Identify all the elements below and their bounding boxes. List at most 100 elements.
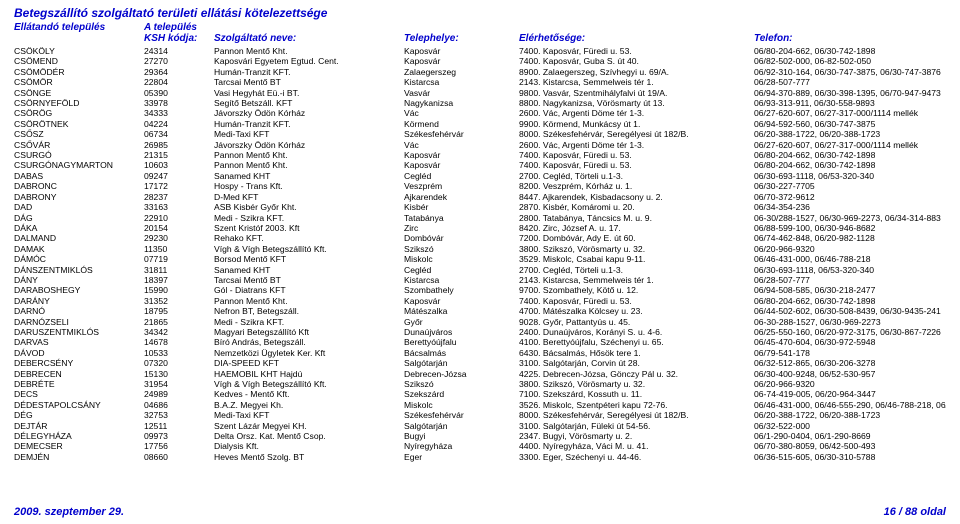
cell-ksh: 07320 [144,358,214,368]
cell-telepules: DABRONY [14,192,144,202]
cell-elerhetoseg: 2600. Vác, Argenti Döme tér 1-3. [519,108,754,118]
cell-telefon: 06/74-462-848, 06/20-982-1128 [754,233,946,243]
cell-elerhetoseg: 3800. Szikszó, Vörösmarty u. 32. [519,379,754,389]
cell-elerhetoseg: 2143. Kistarcsa, Semmelweis tér 1. [519,275,754,285]
cell-telephely: Ajkarendek [404,192,519,202]
cell-telefon: 06/1-290-0404, 06/1-290-8669 [754,431,946,441]
cell-elerhetoseg: 7400. Kaposvár, Füredi u. 53. [519,160,754,170]
cell-szolgaltato: Vasi Hegyhát Eü.-i BT. [214,88,404,98]
table-row: CSÖMÖR22804Tarcsai Mentő BTKistarcsa2143… [14,77,946,87]
cell-elerhetoseg: 9700. Szombathely, Kötő u. 12. [519,285,754,295]
cell-ksh: 08660 [144,452,214,462]
cell-telepules: DARNÓZSELI [14,317,144,327]
table-row: DÉLEGYHÁZA09973Delta Orsz. Kat. Mentő Cs… [14,431,946,441]
hdr-elerhetoseg: Elérhetősége: [519,33,754,44]
cell-szolgaltato: Medi - Szikra KFT. [214,317,404,327]
cell-telepules: DEJTÁR [14,421,144,431]
cell-ksh: 06734 [144,129,214,139]
cell-ksh: 34333 [144,108,214,118]
cell-szolgaltato: Delta Orsz. Kat. Mentő Csop. [214,431,404,441]
cell-telepules: DARÁNY [14,296,144,306]
table-row: CSÖMÖDÉR29364Humán-Tranzit KFT.Zalaegers… [14,67,946,77]
hdr-telephely: Telephelye: [404,33,519,44]
cell-telephely: Vác [404,140,519,150]
cell-telepules: DARVAS [14,337,144,347]
table-row: DÉDESTAPOLCSÁNY04686B.A.Z. Megyei Kh.Mis… [14,400,946,410]
cell-telepules: DEBERCSÉNY [14,358,144,368]
cell-telefon: 06/79-541-178 [754,348,946,358]
cell-telefon: 06/94-592-560, 06/30-747-3875 [754,119,946,129]
cell-telephely: Debrecen-Józsa [404,369,519,379]
cell-elerhetoseg: 2700. Cegléd, Törteli u.1-3. [519,265,754,275]
cell-ksh: 09247 [144,171,214,181]
cell-ksh: 33163 [144,202,214,212]
footer-date: 2009. szeptember 29. [14,506,124,518]
cell-telefon: 06/32-522-000 [754,421,946,431]
cell-telefon: 06/70-380-8059, 06/42-500-493 [754,441,946,451]
cell-szolgaltato: Szent Kristóf 2003. Kft [214,223,404,233]
cell-elerhetoseg: 4700. Mátészalka Kölcsey u. 23. [519,306,754,316]
cell-ksh: 21865 [144,317,214,327]
cell-telefon: 06/20-966-9320 [754,244,946,254]
cell-telefon: 06/46-431-000, 06/46-788-218 [754,254,946,264]
cell-szolgaltato: Pannon Mentő Kht. [214,150,404,160]
table-row: DALMAND29230Rehako KFT.Dombóvár7200. Dom… [14,233,946,243]
cell-telepules: DARNÓ [14,306,144,316]
cell-ksh: 31352 [144,296,214,306]
table-row: DARUSZENTMIKLÓS34342Magyari Betegszállít… [14,327,946,337]
cell-szolgaltato: Humán-Tranzit KFT. [214,67,404,77]
table-row: DEBERCSÉNY07320DIA-SPEED KFTSalgótarján3… [14,358,946,368]
footer: 2009. szeptember 29. 16 / 88 oldal [14,506,946,518]
table-row: DARVAS14678Bíró András, Betegszáll.Beret… [14,337,946,347]
cell-telefon: 06/88-599-100, 06/30-946-8682 [754,223,946,233]
cell-elerhetoseg: 3300. Eger, Széchenyi u. 44-46. [519,452,754,462]
data-rows: CSÖKÖLY24314Pannon Mentő Kht.Kaposvár740… [14,46,946,462]
cell-szolgaltato: Dialysis Kft. [214,441,404,451]
hdr-blank [14,33,144,44]
cell-ksh: 04224 [144,119,214,129]
table-row: DABRONC17172Hospy - Trans Kft.Veszprém82… [14,181,946,191]
cell-telepules: DÁNY [14,275,144,285]
cell-szolgaltato: Rehako KFT. [214,233,404,243]
cell-telepules: DARABOSHEGY [14,285,144,295]
page-title: Betegszállító szolgáltató területi ellát… [14,6,946,20]
cell-telephely: Dunaújváros [404,327,519,337]
cell-szolgaltato: Segítő Betszáll. KFT [214,98,404,108]
cell-telepules: CSURGÓ [14,150,144,160]
cell-szolgaltato: Medi - Szikra KFT. [214,213,404,223]
cell-elerhetoseg: 8800. Nagykanizsa, Vörösmarty út 13. [519,98,754,108]
cell-telephely: Kaposvár [404,46,519,56]
table-row: DÁNY18397Tarcsai Mentő BTKistarcsa2143. … [14,275,946,285]
cell-telefon: 06/30-227-7705 [754,181,946,191]
table-row: DARNÓ18795Nefron BT, Betegszáll.Mátészal… [14,306,946,316]
cell-telefon: 06/45-470-604, 06/30-972-5948 [754,337,946,347]
cell-ksh: 18795 [144,306,214,316]
cell-ksh: 31954 [144,379,214,389]
cell-ksh: 15990 [144,285,214,295]
cell-telephely: Kaposvár [404,160,519,170]
cell-telefon: 06/32-512-865, 06/30-206-3278 [754,358,946,368]
cell-telepules: CSÖRNYEFÖLD [14,98,144,108]
cell-telephely: Szikszó [404,244,519,254]
cell-ksh: 21315 [144,150,214,160]
cell-ksh: 27270 [144,56,214,66]
cell-szolgaltato: Humán-Tranzit KFT. [214,119,404,129]
cell-telepules: DEBRÉTE [14,379,144,389]
cell-telepules: DÁNSZENTMIKLÓS [14,265,144,275]
cell-szolgaltato: Kedves - Mentő Kft. [214,389,404,399]
cell-ksh: 31811 [144,265,214,275]
table-row: DECS24989Kedves - Mentő Kft.Szekszárd710… [14,389,946,399]
cell-telepules: CSÖMÖR [14,77,144,87]
cell-telephely: Nyíregyháza [404,441,519,451]
cell-ksh: 07719 [144,254,214,264]
cell-telefon: 06/28-507-777 [754,77,946,87]
cell-elerhetoseg: 8000. Székesfehérvár, Seregélyesi út 182… [519,129,754,139]
table-row: DARABOSHEGY15990Gól - Diatrans KFTSzomba… [14,285,946,295]
table-row: DARÁNY31352Pannon Mentő Kht.Kaposvár7400… [14,296,946,306]
cell-telephely: Salgótarján [404,421,519,431]
cell-elerhetoseg: 4400. Nyíregyháza, Váci M. u. 41. [519,441,754,451]
cell-telepules: DABAS [14,171,144,181]
cell-telefon: 06-74-419-005, 06/20-964-3447 [754,389,946,399]
cell-telepules: CSURGÓNAGYMARTON [14,160,144,170]
cell-telephely: Mátészalka [404,306,519,316]
